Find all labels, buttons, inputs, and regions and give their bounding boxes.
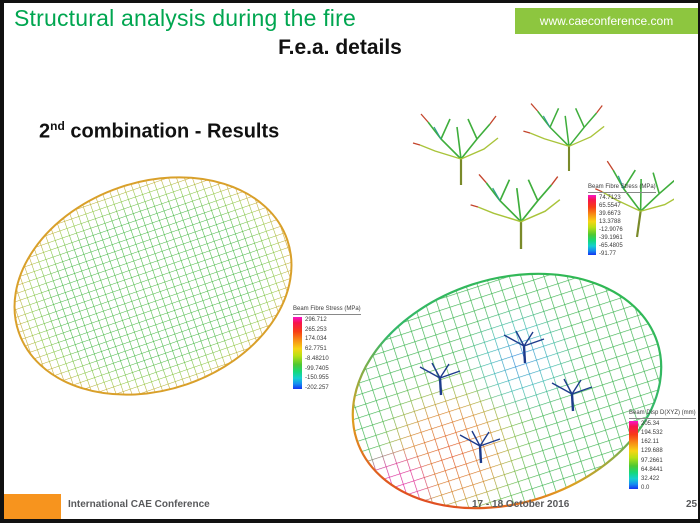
footer-conference-name: International CAE Conference (68, 499, 210, 510)
heading-superscript: nd (50, 119, 65, 133)
legend-value: 0.0 (641, 484, 650, 491)
legend-value: 205.34 (641, 421, 660, 427)
legend-value: -65.4805 (599, 243, 623, 249)
tree-column (522, 102, 606, 173)
roof-stress-legend: Beam Fibre Stress (MPa) 296.712 265.253 … (293, 306, 361, 391)
page-title: Structural analysis during the fire (14, 5, 356, 31)
roof-stress-mesh-figure (13, 176, 293, 396)
legend-value: 296.712 (305, 317, 327, 323)
legend-title: Beam Disp D(XYZ) (mm) (629, 410, 696, 419)
legend-value: -150.955 (305, 375, 329, 382)
legend-title: Beam Fibre Stress (MPa) (588, 184, 656, 193)
roof-displacement-rim (351, 272, 663, 510)
roof-stress-grid (14, 177, 292, 395)
legend-value: 39.6673 (599, 211, 621, 217)
roof-stress-rim (13, 176, 293, 396)
legend-value: 64.8441 (641, 466, 663, 473)
legend-value: -91.77 (599, 251, 617, 257)
color-scale-bar (293, 317, 302, 389)
legend-value: 65.5547 (599, 203, 621, 209)
section-heading: 2nd combination - Results (39, 119, 279, 144)
heading-base: 2 (39, 120, 51, 143)
conference-url[interactable]: www.caeconference.com (539, 14, 674, 28)
footer-page-number: 25 (686, 499, 698, 510)
legend-value: 74.7123 (599, 195, 621, 201)
color-scale-bar (629, 421, 638, 489)
conference-url-banner[interactable]: www.caeconference.com (515, 8, 698, 34)
tree-column (469, 173, 562, 251)
legend-value: -8.48210 (305, 355, 329, 362)
legend-value: 129.688 (641, 448, 663, 455)
legend-value: 97.2661 (641, 457, 663, 464)
legend-value: 265.253 (305, 326, 327, 333)
footer-date: 17 - 18 October 2016 (472, 499, 570, 510)
legend-value: 32.422 (641, 475, 660, 482)
roof-displacement-legend: Beam Disp D(XYZ) (mm) 205.34 194.532 162… (629, 410, 696, 491)
legend-title: Beam Fibre Stress (MPa) (293, 306, 361, 315)
legend-value: -99.7405 (305, 365, 329, 372)
tree-column (411, 112, 500, 187)
legend-value: 13.3788 (599, 219, 621, 225)
slide-subtitle: F.e.a. details (278, 36, 402, 59)
heading-rest: combination - Results (64, 120, 280, 143)
color-scale-bar (588, 195, 596, 255)
roof-displacement-mesh-figure (350, 272, 663, 519)
legend-value: 194.532 (641, 430, 663, 437)
column-stress-legend: Beam Fibre Stress (MPa) 74.7123 65.5547 … (588, 184, 656, 257)
legend-value: -12.9076 (599, 227, 623, 233)
legend-value: 62.7751 (305, 346, 327, 353)
legend-value: 162.11 (641, 439, 659, 446)
legend-value: 174.034 (305, 336, 327, 343)
footer-accent-bar (4, 494, 61, 519)
legend-value: -39.1961 (599, 235, 623, 241)
legend-value: -202.257 (305, 384, 329, 391)
